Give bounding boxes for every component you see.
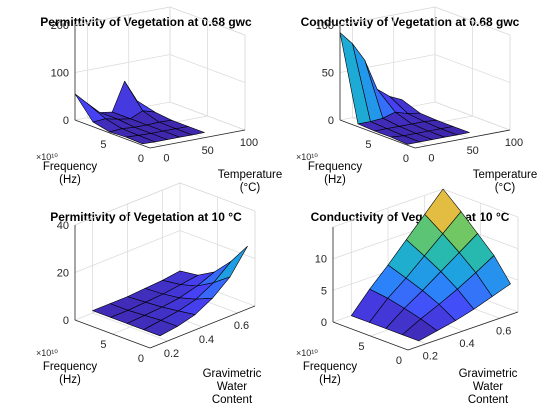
surface-patch	[213, 245, 248, 284]
x-tick-label: 0	[163, 153, 169, 165]
plot-title: Permittivity of Vegetation at 0.68 gwc	[40, 15, 252, 29]
surface-patch	[74, 93, 106, 123]
z-tick-label: 100	[316, 20, 334, 32]
y-axis-line	[74, 119, 151, 149]
x-gridline	[92, 218, 168, 342]
surface-patch	[339, 32, 371, 125]
plot-title: Permittivity of Vegetation at 10 °C	[50, 210, 242, 224]
y-tick-label: 0	[403, 153, 409, 165]
z-gridline	[74, 54, 246, 83]
z-tick-label: 10	[315, 254, 327, 266]
y-exponent-label: ×10¹⁰	[36, 152, 58, 162]
z-tick-label: 0	[321, 317, 327, 329]
x-axis-label: Gravimetric Water Content	[459, 368, 518, 406]
y-axis-label: Frequency (Hz)	[43, 161, 98, 186]
y-tick-label: 5	[100, 339, 106, 351]
x-tick-label: 0.2	[423, 351, 438, 363]
y-axis-line	[74, 319, 151, 349]
y-exponent-label: ×10¹⁰	[36, 348, 58, 358]
y-axis-label: Frequency (Hz)	[43, 361, 98, 386]
x-axis-label: Temperature (°C)	[218, 169, 283, 194]
y-exponent-label: ×10¹⁰	[296, 348, 318, 358]
x-axis-line	[414, 129, 511, 149]
z-tick-label: 40	[57, 220, 69, 232]
y-tick-label: 0	[396, 355, 402, 367]
x-tick-label: 0.6	[234, 320, 249, 332]
z-tick-label: 50	[322, 68, 334, 80]
plot-title: Conductivity of Vegetation at 10 °C	[311, 210, 510, 224]
box-edge	[74, 6, 246, 36]
plot-permittivity-temp[interactable]: Permittivity of Vegetation at 10 °C 0 20 4…	[36, 182, 262, 406]
y-axis-label: Frequency (Hz)	[303, 361, 358, 386]
surface-patch	[111, 80, 143, 119]
x-axis-line	[407, 311, 519, 351]
x-axis-line	[149, 129, 246, 149]
box-edge	[339, 6, 511, 36]
surface	[92, 245, 248, 337]
axes: 0 20 40 0.2 0.4 0.6 0 5 ×10¹⁰ Frequency (Hz) Gravim…	[36, 182, 262, 406]
plot-permittivity-gwc[interactable]: Permittivity of Vegetation at 0.68 gwc 0…	[36, 6, 283, 194]
x-axis-label: Temperature (°C)	[473, 169, 538, 194]
y-tick-label: 5	[365, 139, 371, 151]
x-tick-label: 50	[202, 145, 214, 157]
x-tick-label: 0.4	[459, 338, 474, 350]
x-tick-label: 0.4	[199, 334, 214, 346]
plot-conductivity-gwc[interactable]: Conductivity of Vegetation at 0.68 gwc 0…	[296, 6, 538, 194]
z-tick-label: 200	[51, 20, 69, 32]
axes: 0 5 10 0.2 0.4 0.6 0 5 ×10¹⁰ Frequency (Hz) Gravime…	[296, 188, 519, 406]
y-tick-label: 0	[138, 153, 144, 165]
x-axis-line	[149, 305, 256, 349]
z-tick-label: 20	[57, 268, 69, 280]
y-axis-line	[339, 119, 416, 149]
x-tick-label: 50	[467, 145, 479, 157]
y-axis-label: Frequency (Hz)	[308, 161, 363, 186]
surface-patch	[350, 288, 389, 323]
x-axis-label: Gravimetric Water Content	[203, 368, 262, 406]
y-exponent-label: ×10¹⁰	[296, 152, 318, 162]
surface	[350, 188, 511, 342]
surface-patch	[92, 303, 129, 318]
x-tick-label: 0.6	[496, 325, 511, 337]
z-tick-label: 0	[63, 115, 69, 127]
y-tick-label: 5	[358, 341, 364, 353]
z-tick-label: 100	[51, 68, 69, 80]
z-tick-label: 0	[63, 315, 69, 327]
y-axis-line	[332, 321, 409, 351]
y-tick-label: 5	[100, 139, 106, 151]
y-tick-label: 0	[138, 353, 144, 365]
x-tick-label: 100	[505, 137, 523, 149]
plot-conductivity-temp[interactable]: Conductivity of Vegetation at 10 °C 0 5 10…	[296, 188, 519, 406]
z-tick-label: 0	[328, 115, 334, 127]
box-edge	[74, 182, 256, 226]
x-tick-label: 0	[428, 153, 434, 165]
z-tick-label: 5	[321, 285, 327, 297]
x-tick-label: 0.2	[164, 348, 179, 360]
surface	[74, 80, 205, 145]
surface	[339, 32, 470, 145]
x-tick-label: 100	[240, 137, 258, 149]
